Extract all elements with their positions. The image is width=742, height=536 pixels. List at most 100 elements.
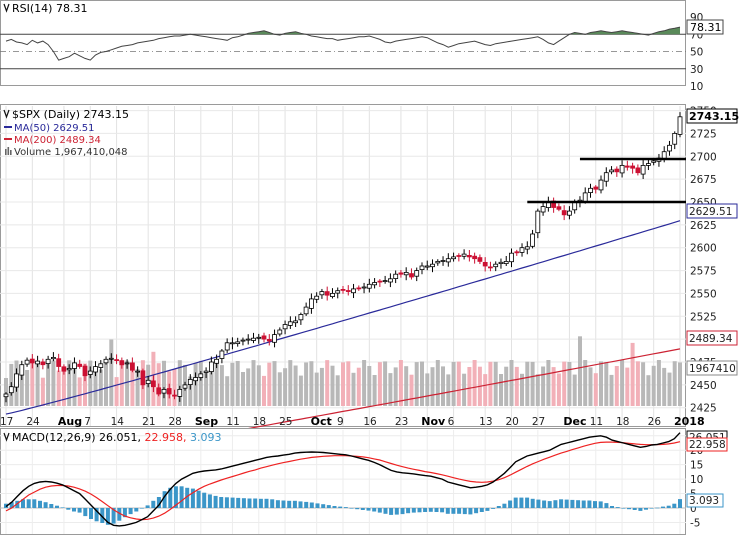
candle-body [624,165,630,168]
candlestick [472,252,478,264]
check-icon [3,109,10,119]
histogram-bar [134,508,139,512]
histogram-bar [338,506,343,508]
candlestick [308,293,314,314]
histogram-bar [644,508,648,510]
histogram-bar [423,508,428,512]
candlestick [540,201,546,216]
histogram-bar [326,505,331,508]
histogram-bar [275,500,280,508]
volume-bar [420,361,424,406]
candle-body [509,252,514,263]
histogram-bar [377,508,382,513]
price-legend: $SPX (Daily) 2743.15 MA(50) 2629.51 MA(2… [3,108,129,158]
price-tick-label: 2575 [690,266,717,278]
histogram-bar [615,507,620,508]
candle-body [451,256,457,260]
candlestick [435,259,441,266]
volume-bar [346,361,351,406]
candle-body [477,257,483,262]
volume-bar [251,360,256,406]
candlestick [251,332,256,344]
volume-bar [614,366,619,406]
last-price-label: 2743.15 [689,110,739,123]
histogram-bar [400,508,405,515]
candlestick [498,258,504,269]
histogram-bar [360,508,365,510]
macd-tick-label: 15 [690,460,703,472]
histogram-bar [105,508,110,525]
candle-body [609,169,614,173]
candlestick [335,287,341,299]
candlestick [98,360,104,373]
volume-bar [578,336,582,406]
candlestick [172,389,177,400]
x-tick-label: 23 [395,416,408,428]
volume-bar [319,367,324,406]
histogram-bar [440,508,445,513]
candle-body [51,356,56,360]
candle-body [261,335,267,340]
candlestick [166,383,172,399]
volume-bar [546,360,551,406]
volume-bar [125,360,130,406]
histogram-bar [128,508,133,515]
candlestick [135,366,141,377]
price-panel: $SPX (Daily) 2743.15 MA(50) 2629.51 MA(2… [0,104,739,471]
candlestick [51,352,56,362]
histogram-bar [468,508,473,515]
volume-bar [172,369,177,406]
candlestick [245,334,251,345]
histogram-bar [94,508,99,522]
volume-value-label: 1967410 [689,363,736,375]
candle-body [235,341,241,344]
x-tick-label: 14 [111,416,125,428]
candlestick [567,206,572,220]
histogram-bar [661,506,665,508]
candle-body [129,362,135,371]
check-icon [3,432,10,442]
price-tick-label: 2700 [690,151,717,163]
last-price-box [686,108,738,124]
volume-bar [662,367,667,406]
volume-bar [520,373,524,406]
candle-body [582,192,588,202]
histogram-bar [241,498,246,508]
histogram-bar [593,501,597,508]
candle-body [366,283,372,289]
candlestick [14,368,19,392]
candlestick [514,249,520,256]
volume-bar [646,375,651,406]
candlestick [503,255,509,267]
candle-body [330,292,335,297]
candle-body [535,210,541,234]
candle-body [630,165,635,169]
candlestick [19,360,25,381]
price-y-gridlines [0,110,686,409]
rsi-title: RSI(14) 78.31 [12,2,87,15]
x-tick-label: 7 [84,416,91,428]
rsi-overbought-area [248,30,275,35]
candle-body [219,350,225,359]
volume-bar [393,367,398,406]
candle-body [98,363,104,368]
volume-bar [351,372,356,406]
histogram-bar [451,508,456,514]
candle-body [61,366,67,372]
check-icon [3,3,10,13]
histogram-bar [168,487,173,508]
candle-body [414,270,420,277]
candle-body [77,363,83,367]
histogram-bar [638,508,643,511]
volume-bar [283,368,288,406]
candle-body [277,329,283,335]
x-tick-label: 18 [253,416,266,428]
candle-body [503,260,509,264]
volume-bar [241,372,245,406]
volume-bar [93,370,98,406]
histogram-bar [26,499,31,508]
volume-bar [30,360,35,406]
histogram-bar [151,500,156,508]
ma50-value-label: 2629.51 [689,206,732,218]
candle-body [308,298,314,309]
